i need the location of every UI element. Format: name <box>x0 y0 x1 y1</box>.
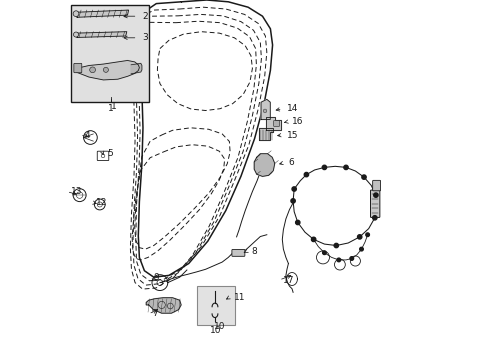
Text: 16: 16 <box>291 117 303 126</box>
Text: 7: 7 <box>152 309 158 318</box>
Bar <box>71 5 149 102</box>
Circle shape <box>322 165 326 170</box>
Circle shape <box>89 67 95 73</box>
Polygon shape <box>75 60 139 80</box>
Circle shape <box>263 109 266 113</box>
Circle shape <box>103 67 108 72</box>
Circle shape <box>372 216 376 220</box>
Circle shape <box>311 238 315 241</box>
Text: 2: 2 <box>142 12 147 21</box>
Circle shape <box>357 235 361 239</box>
FancyBboxPatch shape <box>372 180 380 191</box>
Text: 1: 1 <box>107 104 113 113</box>
Text: 10: 10 <box>209 326 221 335</box>
Polygon shape <box>254 154 274 176</box>
Circle shape <box>73 11 79 17</box>
Text: 5: 5 <box>107 149 113 158</box>
Text: 10: 10 <box>213 323 225 331</box>
Polygon shape <box>258 128 273 140</box>
Polygon shape <box>265 117 280 130</box>
Circle shape <box>304 172 308 177</box>
Text: 8: 8 <box>250 247 256 256</box>
Polygon shape <box>77 10 128 17</box>
FancyBboxPatch shape <box>231 249 244 256</box>
Circle shape <box>290 199 295 203</box>
FancyBboxPatch shape <box>370 190 379 217</box>
Circle shape <box>359 247 363 251</box>
FancyBboxPatch shape <box>74 63 81 73</box>
Text: 15: 15 <box>286 130 298 139</box>
FancyBboxPatch shape <box>273 121 279 126</box>
Circle shape <box>333 243 338 248</box>
Circle shape <box>365 233 368 237</box>
Circle shape <box>291 187 296 191</box>
Polygon shape <box>261 99 270 120</box>
Text: 6: 6 <box>288 158 294 167</box>
Text: 3: 3 <box>142 33 147 42</box>
Polygon shape <box>131 63 142 74</box>
Text: 9: 9 <box>153 274 159 282</box>
Circle shape <box>322 251 325 255</box>
Circle shape <box>295 220 299 225</box>
Polygon shape <box>146 298 181 313</box>
Text: 1: 1 <box>110 102 116 111</box>
Circle shape <box>349 257 353 260</box>
Circle shape <box>343 165 347 170</box>
Text: 11: 11 <box>234 292 245 302</box>
Circle shape <box>311 237 315 242</box>
Circle shape <box>373 193 377 197</box>
Polygon shape <box>77 32 126 37</box>
Text: 13: 13 <box>71 187 82 196</box>
Circle shape <box>361 175 366 179</box>
Text: 14: 14 <box>286 104 298 113</box>
Bar <box>197 286 234 325</box>
Circle shape <box>336 258 340 262</box>
Circle shape <box>73 32 79 37</box>
Text: 17: 17 <box>283 276 294 284</box>
Text: 4: 4 <box>84 130 90 139</box>
Text: 12: 12 <box>96 198 107 207</box>
